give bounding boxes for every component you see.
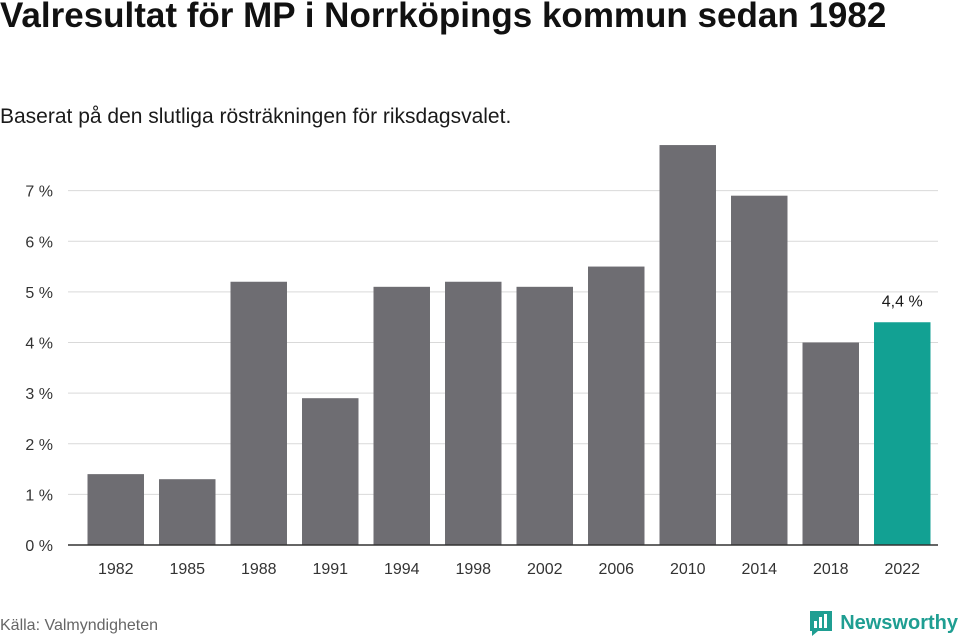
- bar-2022: [874, 322, 931, 545]
- x-tick-label: 1985: [169, 561, 205, 578]
- y-tick-label: 4 %: [25, 336, 53, 353]
- y-tick-label: 5 %: [25, 285, 53, 302]
- brand-name: Newsworthy: [840, 611, 958, 634]
- bar-1988: [230, 281, 287, 545]
- x-tick-label: 2022: [884, 561, 920, 578]
- bar-2002: [516, 286, 573, 545]
- x-tick-label: 1998: [455, 561, 491, 578]
- data-label: 4,4 %: [882, 293, 923, 310]
- brand-logo: Newsworthy: [808, 609, 958, 637]
- y-tick-label: 6 %: [25, 234, 53, 251]
- bar-1998: [445, 281, 502, 545]
- bar-chart: 0 % 1 % 2 % 3 % 4 % 5 % 6 % 7 % 1982 1985 1988 1991…: [25, 145, 938, 578]
- bar-2018: [802, 342, 859, 545]
- x-tick-label: 2002: [527, 561, 563, 578]
- bar-1994: [373, 286, 430, 545]
- x-tick-label: 2018: [813, 561, 849, 578]
- bar-2014: [731, 195, 788, 545]
- x-tick-label: 1991: [312, 561, 348, 578]
- x-tick-label: 2006: [598, 561, 634, 578]
- bar-1985: [159, 479, 216, 545]
- bar-1982: [87, 474, 144, 545]
- x-tick-label: 1982: [98, 561, 134, 578]
- chart-title: Valresultat för MP i Norrköpings kommun …: [0, 0, 887, 35]
- bar-1991: [302, 398, 359, 545]
- y-tick-label: 2 %: [25, 437, 53, 454]
- x-tick-label: 1994: [384, 561, 420, 578]
- y-tick-label: 1 %: [25, 487, 53, 504]
- y-tick-label: 7 %: [25, 184, 53, 201]
- x-tick-label: 2010: [670, 561, 706, 578]
- x-tick-label: 2014: [741, 561, 777, 578]
- bar-chart-logo-icon: [810, 611, 833, 636]
- source-note: Källa: Valmyndigheten: [0, 617, 159, 634]
- bar-2010: [659, 145, 716, 545]
- y-tick-label: 0 %: [25, 538, 53, 555]
- chart-subtitle: Baserat på den slutliga rösträkningen fö…: [0, 105, 512, 128]
- x-tick-label: 1988: [241, 561, 277, 578]
- y-tick-label: 3 %: [25, 386, 53, 403]
- bar-2006: [588, 266, 645, 545]
